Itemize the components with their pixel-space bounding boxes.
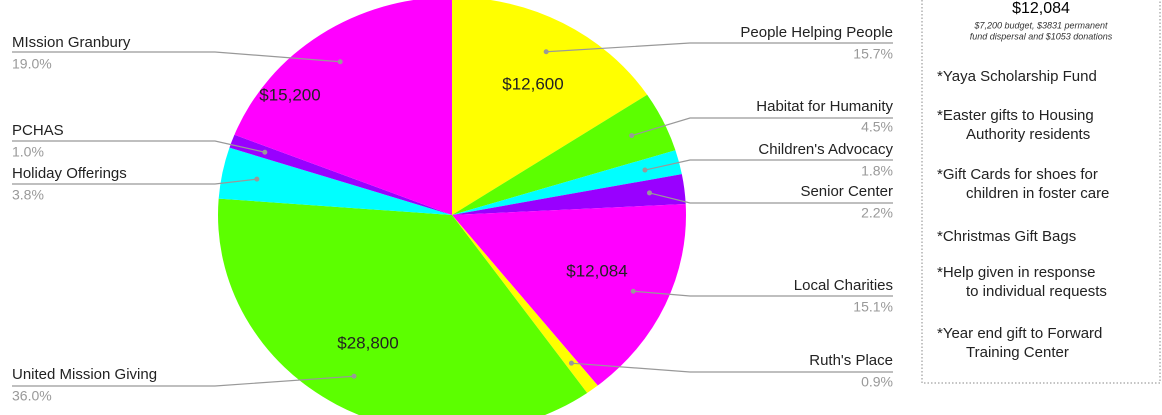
slice-percent: 15.1% (853, 299, 893, 315)
leader-dot (254, 176, 260, 182)
leader-dot (646, 190, 652, 196)
slice-percent: 1.8% (861, 163, 893, 179)
leader-line (12, 140, 265, 153)
slice-name: Senior Center (800, 183, 893, 200)
panel-box (921, 0, 1161, 384)
slice-name: PCHAS (12, 122, 64, 139)
panel-item: Authority residents (966, 126, 1090, 143)
slice-name: Holiday Offerings (12, 165, 127, 182)
slice-amount: $28,800 (337, 333, 398, 352)
slice-percent: 1.0% (12, 144, 44, 160)
slice-amount: $15,200 (259, 85, 320, 104)
pie-slice (452, 94, 676, 215)
panel-note: fund dispersal and $1053 donations (970, 31, 1113, 41)
pie-slice (234, 0, 452, 215)
leader-dot (642, 167, 648, 173)
slice-name: Ruth's Place (809, 352, 893, 369)
slice-name: MIssion Granbury (12, 34, 131, 51)
leader-dot (543, 49, 549, 55)
leader-line (633, 290, 893, 297)
leader-dot (568, 360, 574, 366)
leader-line (12, 375, 355, 387)
panel-item: children in foster care (966, 185, 1109, 202)
leader-line (12, 178, 257, 185)
leader-line (546, 42, 893, 53)
slice-amount: $12,600 (502, 74, 563, 93)
leader-line (631, 117, 893, 137)
panel-item: *Gift Cards for shoes for (937, 166, 1098, 183)
pie-slice (218, 198, 588, 415)
panel-item: *Easter gifts to Housing (937, 107, 1094, 124)
slice-percent: 3.8% (12, 187, 44, 203)
panel-item: *Christmas Gift Bags (937, 228, 1076, 245)
slice-name: Habitat for Humanity (756, 98, 893, 115)
leader-dot (630, 288, 636, 294)
panel-item: to individual requests (966, 283, 1107, 300)
slice-percent: 0.9% (861, 374, 893, 390)
leader-line (571, 362, 893, 373)
pie-slice (218, 147, 452, 215)
panel-title: $12,084 (1012, 0, 1070, 17)
slice-name: Children's Advocacy (758, 141, 893, 158)
pie-slice (452, 0, 648, 215)
pie-slice (452, 204, 686, 386)
pie-slice (452, 174, 686, 215)
slice-name: Local Charities (794, 277, 893, 294)
leader-dot (351, 373, 357, 379)
panel-note: $7,200 budget, $3831 permanent (973, 20, 1108, 30)
slice-percent: 36.0% (12, 388, 52, 404)
panel-item: *Help given in response (937, 264, 1095, 281)
panel-item: *Year end gift to Forward (937, 325, 1102, 342)
leader-dot (262, 149, 268, 155)
slice-amount: $12,084 (566, 261, 627, 280)
leader-line (649, 192, 893, 204)
slice-percent: 19.0% (12, 56, 52, 72)
slice-name: United Mission Giving (12, 366, 157, 383)
panel-item: *Yaya Scholarship Fund (937, 68, 1097, 85)
panel-item: Training Center (966, 344, 1069, 361)
leader-line (12, 51, 341, 63)
slice-percent: 2.2% (861, 205, 893, 221)
slice-percent: 4.5% (861, 119, 893, 135)
slice-percent: 15.7% (853, 46, 893, 62)
pie-slice (229, 134, 452, 215)
leader-dot (337, 59, 343, 65)
leader-line (644, 159, 893, 171)
pie-slice (452, 215, 598, 393)
pie-slice (452, 150, 682, 215)
leader-dot (629, 133, 635, 139)
slice-name: People Helping People (740, 24, 893, 41)
